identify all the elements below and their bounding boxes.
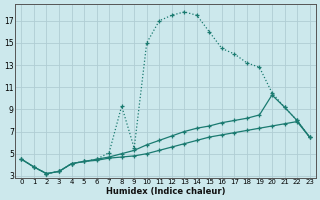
X-axis label: Humidex (Indice chaleur): Humidex (Indice chaleur)	[106, 187, 225, 196]
